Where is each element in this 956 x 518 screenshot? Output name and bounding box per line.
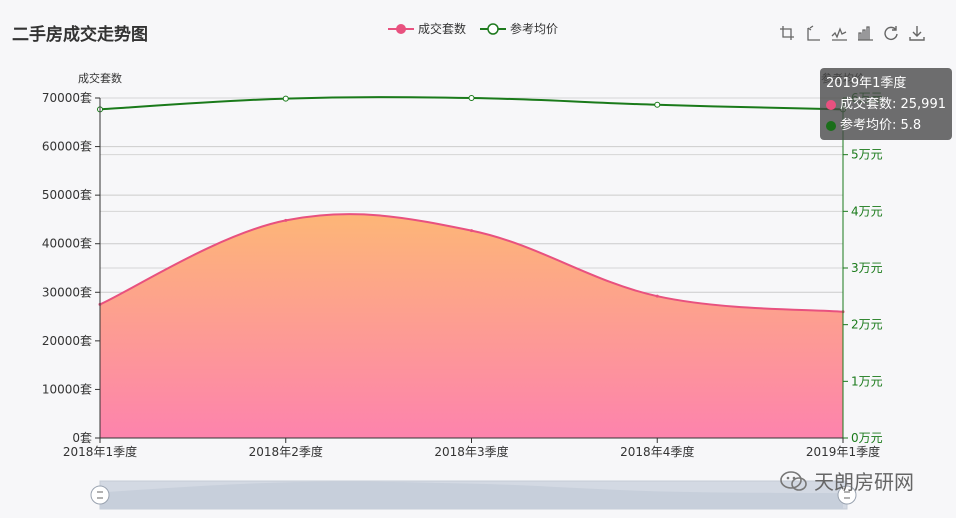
chart-title: 二手房成交走势图 <box>12 25 148 45</box>
point-transactions[interactable] <box>470 229 473 233</box>
point-transactions[interactable] <box>284 218 288 222</box>
tick-label-x: 2018年2季度 <box>249 444 323 459</box>
watermark: 天朗房研网 <box>780 466 914 495</box>
legend-label-price: 参考均价 <box>510 22 559 36</box>
datazoom-handle-left[interactable] <box>90 485 110 505</box>
restore-icon[interactable] <box>882 24 899 41</box>
zoom-icon[interactable] <box>778 24 795 41</box>
point-price[interactable] <box>468 95 475 101</box>
tooltip-row-transactions: 成交套数: 25,991 <box>826 94 946 115</box>
legend: 成交套数 参考均价 <box>388 20 558 37</box>
legend-label-transactions: 成交套数 <box>418 22 467 36</box>
tooltip-dot-icon <box>826 120 836 131</box>
tick-label-left: 50000套 <box>42 188 92 202</box>
area-fill-transactions <box>100 214 843 438</box>
tooltip-header: 2019年1季度 <box>826 76 907 91</box>
tick-label-right: 1万元 <box>851 374 883 388</box>
tick-label-left: 0套 <box>72 431 92 445</box>
tick-label-x: 2018年3季度 <box>434 444 508 459</box>
legend-item-price[interactable]: 参考均价 <box>480 20 558 37</box>
point-price[interactable] <box>282 95 289 102</box>
datazoom-handle-right[interactable] <box>837 485 857 505</box>
legend-line-marker-icon <box>480 22 507 35</box>
watermark-text: 天朗房研网 <box>814 470 914 494</box>
handle-icon <box>837 485 857 505</box>
tooltip: 2019年1季度 成交套数: 25,991 参考均价: 5.8 <box>820 68 952 140</box>
tick-label-left: 10000套 <box>42 382 92 396</box>
tick-label-left: 30000套 <box>42 285 92 299</box>
legend-item-transactions[interactable]: 成交套数 <box>388 20 466 37</box>
tick-label-left: 70000套 <box>42 91 92 105</box>
zoom-reset-icon[interactable] <box>804 24 821 41</box>
tick-label-right: 5万元 <box>851 148 883 162</box>
tick-label-x: 2018年1季度 <box>63 444 137 459</box>
toolbox <box>778 24 925 41</box>
tooltip-value-transactions: 成交套数: 25,991 <box>840 97 946 112</box>
axis-title-left: 成交套数 <box>78 71 122 85</box>
datazoom-preview <box>100 481 843 509</box>
tick-label-left: 60000套 <box>42 140 92 154</box>
tick-label-x: 2019年1季度 <box>806 444 880 459</box>
tick-label-x: 2018年4季度 <box>620 444 694 459</box>
tick-label-right: 2万元 <box>851 318 883 332</box>
tooltip-value-price: 参考均价: 5.8 <box>840 118 922 133</box>
line-chart-icon[interactable] <box>830 24 847 41</box>
download-icon[interactable] <box>908 24 925 41</box>
handle-icon <box>90 485 110 505</box>
bar-chart-icon[interactable] <box>856 24 873 41</box>
point-transactions[interactable] <box>655 294 659 298</box>
tick-label-right: 4万元 <box>851 204 883 218</box>
tick-label-right: 0万元 <box>851 431 883 445</box>
point-price[interactable] <box>654 101 661 108</box>
tick-label-left: 20000套 <box>42 334 92 348</box>
wechat-icon <box>780 470 807 491</box>
tick-label-right: 3万元 <box>851 261 883 275</box>
tick-label-left: 40000套 <box>42 237 92 251</box>
tooltip-row-price: 参考均价: 5.8 <box>826 115 946 136</box>
legend-area-marker-icon <box>388 23 414 34</box>
tooltip-dot-icon <box>826 99 836 110</box>
